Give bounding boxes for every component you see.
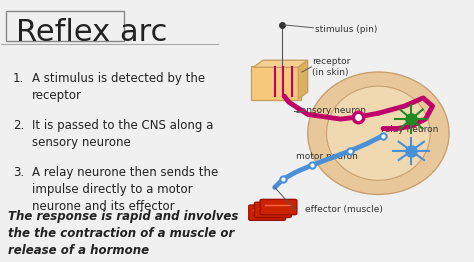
- Ellipse shape: [308, 72, 449, 194]
- FancyBboxPatch shape: [260, 199, 297, 215]
- FancyBboxPatch shape: [6, 11, 124, 41]
- Text: It is passed to the CNS along a
sensory neurone: It is passed to the CNS along a sensory …: [32, 119, 213, 149]
- Text: 2.: 2.: [13, 119, 25, 132]
- Text: receptor
(in skin): receptor (in skin): [312, 57, 351, 77]
- Text: effector (muscle): effector (muscle): [305, 205, 383, 214]
- Text: motor neuron: motor neuron: [296, 152, 358, 161]
- Text: 3.: 3.: [13, 166, 24, 179]
- FancyBboxPatch shape: [255, 202, 291, 217]
- Text: stimulus (pin): stimulus (pin): [315, 25, 377, 34]
- Text: The response is rapid and involves
the the contraction of a muscle or
release of: The response is rapid and involves the t…: [9, 210, 239, 257]
- Text: relay neuron: relay neuron: [381, 125, 438, 134]
- Text: Reflex arc: Reflex arc: [16, 18, 167, 47]
- Text: A relay neurone then sends the
impulse directly to a motor
neurone and its effec: A relay neurone then sends the impulse d…: [32, 166, 218, 213]
- FancyBboxPatch shape: [249, 205, 285, 220]
- FancyBboxPatch shape: [251, 66, 301, 100]
- Text: A stimulus is detected by the
receptor: A stimulus is detected by the receptor: [32, 72, 205, 102]
- Ellipse shape: [327, 86, 430, 180]
- Text: sensory neuron: sensory neuron: [296, 106, 366, 115]
- Text: 1.: 1.: [13, 72, 25, 85]
- Polygon shape: [298, 60, 308, 99]
- Polygon shape: [254, 60, 308, 67]
